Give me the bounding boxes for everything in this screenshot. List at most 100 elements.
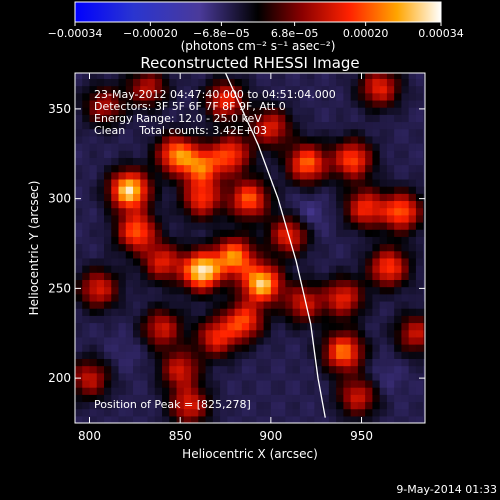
heatmap-cell [394, 379, 403, 388]
heatmap-cell [147, 73, 156, 79]
heatmap-cell [169, 143, 178, 151]
heatmap-cell [278, 257, 286, 266]
heatmap-cell [328, 143, 337, 151]
heatmap-cell [314, 114, 323, 123]
heatmap-cell [169, 293, 178, 302]
heatmap-cell [89, 293, 98, 302]
heatmap-cell [125, 250, 134, 259]
heatmap-cell [307, 365, 315, 374]
heatmap-cell [176, 387, 185, 395]
heatmap-cell [307, 265, 315, 273]
heatmap-cell [278, 92, 286, 101]
heatmap-cell [307, 379, 315, 388]
heatmap-cell [408, 221, 417, 230]
heatmap-cell [133, 186, 141, 194]
heatmap-cell [314, 365, 323, 374]
heatmap-cell [285, 336, 294, 345]
heatmap-cell [423, 99, 425, 108]
heatmap-cell [183, 300, 192, 309]
heatmap-cell [82, 286, 91, 295]
heatmap-cell [96, 401, 105, 410]
heatmap-cell [343, 214, 352, 223]
heatmap-cell [140, 114, 149, 123]
heatmap-cell [365, 265, 374, 273]
heatmap-cell [321, 387, 330, 395]
heatmap-cell [212, 286, 221, 295]
heatmap-cell [234, 236, 243, 245]
heatmap-cell [162, 415, 170, 423]
heatmap-cell [191, 200, 199, 209]
heatmap-cell [118, 114, 127, 123]
heatmap-cell [205, 207, 214, 216]
heatmap-cell [227, 214, 236, 223]
heatmap-cell [379, 329, 388, 338]
heatmap-cell [386, 171, 395, 180]
heatmap-cell [234, 272, 243, 281]
heatmap-cell [169, 150, 178, 158]
heatmap-cell [292, 128, 301, 137]
heatmap-cell [401, 121, 410, 130]
heatmap-cell [241, 121, 250, 130]
heatmap-cell [350, 73, 359, 79]
heatmap-cell [256, 92, 265, 101]
heatmap-cell [292, 322, 301, 331]
heatmap-cell [147, 279, 156, 288]
heatmap-cell [263, 300, 272, 309]
heatmap-cell [307, 387, 315, 395]
heatmap-cell [401, 164, 410, 173]
heatmap-cell [336, 300, 344, 309]
heatmap-cell [307, 186, 315, 194]
heatmap-cell [256, 387, 265, 395]
heatmap-cell [256, 344, 265, 352]
heatmap-cell [212, 257, 221, 266]
heatmap-cell [176, 365, 185, 374]
heatmap-cell [75, 214, 83, 223]
heatmap-cell [263, 250, 272, 259]
heatmap-cell [75, 408, 83, 417]
heatmap-cell [263, 171, 272, 180]
heatmap-cell [285, 351, 294, 359]
heatmap-cell [191, 85, 199, 94]
heatmap-cell [227, 394, 236, 403]
heatmap-cell [292, 73, 301, 79]
heatmap-cell [285, 329, 294, 338]
heatmap-cell [118, 200, 127, 209]
heatmap-cell [415, 387, 424, 395]
heatmap-cell [96, 207, 105, 216]
heatmap-cell [336, 157, 344, 166]
heatmap-cell [96, 128, 105, 137]
heatmap-cell [176, 164, 185, 173]
heatmap-cell [176, 286, 185, 295]
heatmap-cell [111, 293, 120, 302]
heatmap-cell [415, 229, 424, 237]
heatmap-cell [365, 73, 374, 79]
heatmap-cell [183, 308, 192, 316]
heatmap-cell [415, 265, 424, 273]
heatmap-cell [118, 329, 127, 338]
heatmap-cell [241, 85, 250, 94]
heatmap-cell [270, 85, 279, 94]
heatmap-cell [147, 214, 156, 223]
heatmap-cell [263, 78, 272, 87]
heatmap-cell [350, 315, 359, 324]
heatmap-cell [401, 78, 410, 87]
heatmap-cell [82, 315, 91, 324]
heatmap-cell [423, 121, 425, 130]
heatmap-cell [394, 236, 403, 245]
heatmap-cell [125, 85, 134, 94]
heatmap-cell [191, 293, 199, 302]
heatmap-cell [162, 372, 170, 381]
heatmap-cell [299, 164, 308, 173]
heatmap-cell [212, 178, 221, 187]
heatmap-cell [154, 157, 163, 166]
heatmap-cell [220, 221, 228, 230]
heatmap-cell [140, 387, 149, 395]
heatmap-cell [336, 73, 344, 79]
heatmap-cell [212, 121, 221, 130]
heatmap-cell [321, 351, 330, 359]
heatmap-cell [365, 78, 374, 87]
heatmap-cell [205, 358, 214, 367]
heatmap-cell [307, 214, 315, 223]
heatmap-cell [140, 286, 149, 295]
heatmap-cell [234, 157, 243, 166]
